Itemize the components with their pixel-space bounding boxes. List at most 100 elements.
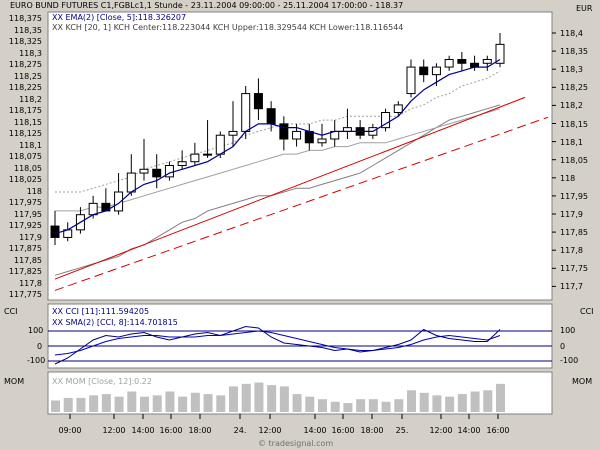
ema-line <box>54 58 501 235</box>
mom-bar <box>305 396 315 412</box>
cci-legend[interactable]: XX CCI [11]:111.594205 <box>52 307 150 316</box>
price-tick-right: 117,95 <box>560 191 588 201</box>
price-tick-left: 117,85 <box>14 255 42 265</box>
mom-bar <box>101 394 111 412</box>
candle-bullish <box>139 168 149 174</box>
cci-tick-100-left: 100 <box>28 326 44 335</box>
candle-bearish <box>457 59 467 64</box>
mom-label-left: MOM <box>4 377 25 386</box>
trend-line-solid <box>54 96 526 280</box>
mom-bar <box>178 396 188 412</box>
candle-bullish <box>177 161 187 166</box>
time-tick: 18:00 <box>360 426 384 435</box>
price-tick-left: 118,375 <box>8 14 42 23</box>
mom-bar <box>140 396 149 412</box>
cci-label-left: CCI <box>4 307 18 316</box>
time-tick: 12:00 <box>429 426 453 435</box>
cci-sma-legend[interactable]: XX SMA(2) [CCI, 8]:114.701815 <box>52 318 178 327</box>
candle-bullish <box>381 112 391 129</box>
mom-bar <box>216 395 226 412</box>
mom-bar <box>63 397 73 412</box>
price-panel <box>47 11 553 301</box>
candle-bullish <box>126 172 136 193</box>
price-tick-right: 117,7 <box>560 282 583 292</box>
price-tick-left: 118,025 <box>8 175 42 184</box>
time-tick: 25. <box>395 426 409 435</box>
mom-bar <box>356 399 366 412</box>
price-tick-right: 118,4 <box>560 29 583 38</box>
mom-bar <box>51 400 60 412</box>
brand-text: tradesignal.com <box>268 439 334 448</box>
candle-bearish <box>304 130 314 144</box>
candle-bearish <box>419 66 429 76</box>
price-tick-right: 118,25 <box>560 83 588 93</box>
price-tick-right: 117,9 <box>560 210 583 219</box>
price-tick-left: 118,2 <box>19 94 42 104</box>
price-tick-right: 117,75 <box>560 264 588 274</box>
mom-bar <box>89 395 99 412</box>
cci-label-right: CCI <box>580 307 594 316</box>
cci-tick-0-right: 0 <box>560 342 566 351</box>
price-tick-left: 117,975 <box>8 198 42 207</box>
price-tick-left: 118,15 <box>14 117 42 127</box>
mom-bar <box>394 399 404 412</box>
cci-sma-line <box>54 330 501 356</box>
mom-bar <box>165 391 175 412</box>
mom-bar <box>407 390 416 412</box>
mom-bar <box>330 401 340 412</box>
time-tick: 14:00 <box>457 426 481 435</box>
time-tick: 18:00 <box>188 426 212 435</box>
candle-bullish <box>114 191 124 212</box>
candle-bullish <box>241 93 251 132</box>
time-tick: 09:00 <box>58 426 82 435</box>
price-tick-left: 118,35 <box>14 25 42 35</box>
candle-bullish <box>164 165 174 178</box>
time-tick: 14:00 <box>131 426 155 435</box>
candle-bearish <box>279 123 289 140</box>
price-tick-right: 117,85 <box>560 228 588 238</box>
mom-bar <box>445 396 455 412</box>
mom-bar <box>292 394 302 412</box>
candle-bullish <box>88 202 98 216</box>
kch-lower-line <box>55 108 501 212</box>
price-tick-left: 117,925 <box>8 221 42 230</box>
candle-bearish <box>266 108 276 125</box>
price-tick-left: 118,3 <box>19 48 42 58</box>
candle-bullish <box>393 104 403 114</box>
price-tick-left: 118,075 <box>8 152 42 161</box>
ema-legend[interactable]: XX EMA(2) [Close, 5]:118.326207 <box>52 13 187 22</box>
cci-tick-minus100-left: -100 <box>27 356 46 365</box>
cci-tick-100-right: 100 <box>560 326 576 335</box>
kch-legend[interactable]: XX KCH [20, 1] KCH Center:118.223044 KCH… <box>52 23 404 32</box>
mom-bar <box>381 401 391 412</box>
mom-bar <box>318 399 327 412</box>
candle-bullish <box>444 59 454 68</box>
price-tick-right: 118,2 <box>560 101 583 111</box>
candle-bearish <box>50 225 60 238</box>
mom-bar <box>419 392 429 412</box>
candle-bullish <box>292 130 302 140</box>
price-tick-left: 118 <box>26 186 42 196</box>
price-tick-right: 118,05 <box>560 155 588 165</box>
mom-label-right: MOM <box>572 377 593 386</box>
candle-bullish <box>431 66 441 76</box>
time-tick: 16:00 <box>159 426 183 435</box>
price-tick-left: 118,05 <box>14 163 42 173</box>
mom-bar <box>368 399 378 412</box>
price-tick-left: 118,275 <box>8 60 42 69</box>
candle-bullish <box>406 66 416 95</box>
price-tick-right: 118,3 <box>560 65 583 75</box>
candle-bullish <box>203 153 213 156</box>
mom-bar <box>241 383 251 412</box>
mom-legend[interactable]: XX MOM [Close, 12]:0.22 <box>52 377 152 386</box>
candle-bullish <box>495 43 505 64</box>
price-tick-left: 117,875 <box>8 244 42 253</box>
mom-bar <box>457 394 467 412</box>
candle-bullish <box>215 134 225 155</box>
candle-bearish <box>253 93 263 110</box>
candle-bullish <box>190 153 200 163</box>
price-tick-right: 118,35 <box>560 47 588 57</box>
copyright-icon: © <box>258 439 266 448</box>
price-tick-left: 118,325 <box>8 37 42 46</box>
